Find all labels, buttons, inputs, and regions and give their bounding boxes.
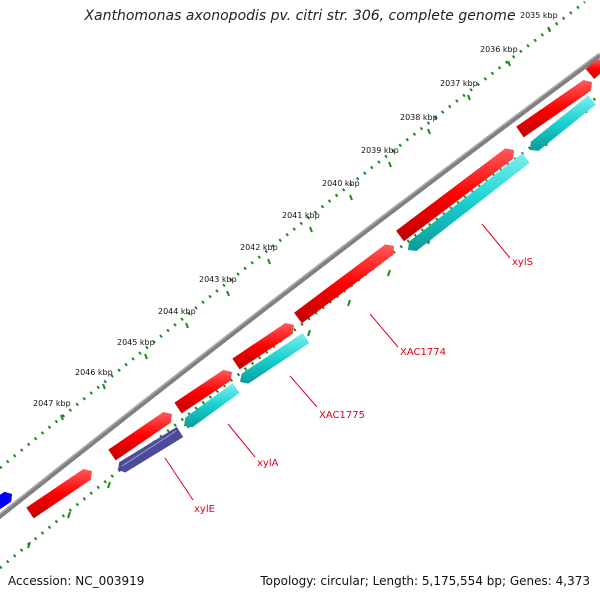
scale-label: 2040 kbp [322, 179, 360, 188]
major-tick [226, 290, 230, 297]
highlight-gene-stripe [121, 430, 177, 467]
scale-labels: 2035 kbp 2036 kbp 2037 kbp 2038 kbp 2039 kbp… [33, 11, 558, 408]
reverse-gene [240, 333, 310, 384]
label-leader-line [289, 375, 318, 408]
label-leader-line [369, 313, 399, 348]
major-tick [309, 226, 313, 233]
label-leader-line [227, 423, 256, 458]
gene-label: XAC1774 [400, 347, 446, 358]
major-tick [507, 60, 511, 67]
major-tick [102, 383, 106, 390]
genome-backbone [0, 52, 600, 520]
forward-gene [26, 468, 93, 519]
major-tick [267, 258, 271, 265]
scale-label: 2036 kbp [480, 45, 518, 54]
genome-summary-text: Topology: circular; Length: 5,175,554 bp… [260, 574, 590, 588]
major-tick [388, 161, 392, 168]
scale-label: 2035 kbp [520, 11, 558, 20]
gene-label: xylE [194, 504, 215, 515]
inner-major-tick [387, 269, 391, 277]
scale-label: 2047 kbp [33, 399, 71, 408]
major-tick [427, 128, 431, 135]
scale-label: 2043 kbp [199, 275, 237, 284]
inner-major-tick [107, 481, 111, 489]
reverse-gene [184, 383, 240, 428]
inner-major-tick [67, 511, 71, 519]
scale-label: 2042 kbp [240, 243, 278, 252]
gene-label: xylS [512, 257, 533, 268]
forward-gene [108, 412, 172, 461]
other-gene [0, 491, 12, 510]
gene-label: XAC1775 [319, 410, 365, 421]
inner-major-tick [347, 299, 351, 307]
outer-scale-ring [0, 0, 586, 470]
gene-features [0, 59, 600, 519]
scale-label: 2039 kbp [361, 146, 399, 155]
outer-ticks [60, 26, 551, 421]
genome-title: Xanthomonas axonopodis pv. citri str. 30… [84, 8, 516, 24]
major-tick [349, 194, 353, 201]
inner-major-tick [307, 329, 311, 337]
genome-backbone-highlight [0, 52, 600, 515]
scale-label: 2041 kbp [282, 211, 320, 220]
reverse-gene [530, 95, 596, 151]
inner-major-tick [27, 541, 31, 549]
forward-gene [396, 148, 514, 242]
scale-label: 2046 kbp [75, 368, 113, 377]
scale-label: 2045 kbp [117, 338, 155, 347]
major-tick [60, 414, 64, 421]
forward-gene [585, 59, 600, 79]
accession-text: Accession: NC_003919 [8, 574, 145, 588]
forward-gene [232, 322, 294, 370]
gene-label: xylA [257, 458, 279, 469]
scale-label: 2038 kbp [400, 113, 438, 122]
major-tick [467, 94, 471, 101]
gene-label-group: xylS XAC1774 XAC1775 xylA xylE [164, 223, 533, 515]
major-tick [185, 322, 189, 329]
major-tick [144, 353, 148, 360]
scale-label: 2037 kbp [440, 79, 478, 88]
forward-gene [174, 369, 232, 414]
label-leader-line [481, 223, 511, 259]
label-leader-line [164, 457, 194, 501]
major-tick [547, 26, 551, 33]
scale-label: 2044 kbp [158, 307, 196, 316]
reverse-gene [408, 153, 530, 252]
forward-gene [294, 244, 394, 324]
forward-gene [516, 80, 592, 138]
highlight-gene [118, 426, 184, 473]
